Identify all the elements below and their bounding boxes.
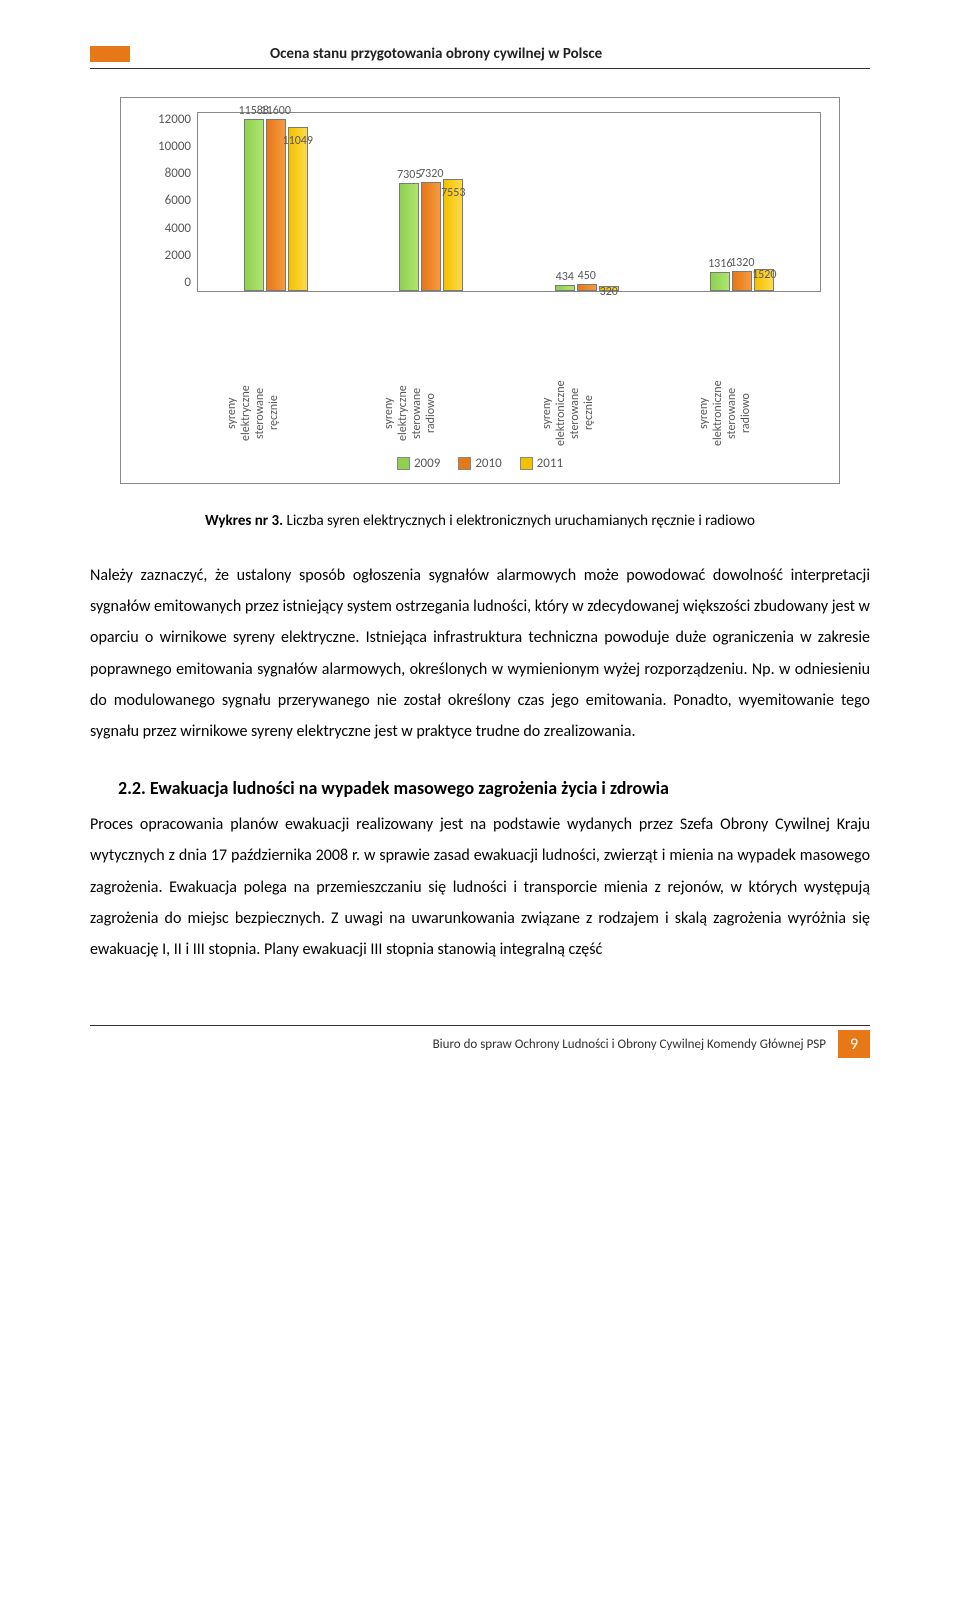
footer-text: Biuro do spraw Ochrony Ludności i Obrony… [433,1037,826,1052]
bar: 1320 [732,271,752,291]
chart-caption-text: Liczba syren elektrycznych i elektronicz… [287,512,755,530]
page-header: Ocena stanu przygotowania obrony cywilne… [90,40,870,69]
bar-value-label: 11049 [283,134,313,148]
header-accent-block [90,46,130,62]
bar-value-label: 320 [600,285,618,299]
bar-value-label: 7320 [419,167,443,181]
bar: 7305 [399,183,419,291]
bar-group: 131613201520 [710,269,774,292]
x-tick-label: syreny elektryczne sterowane radiowo [382,378,472,448]
y-tick-label: 2000 [165,248,191,263]
x-tick-label: syreny elektroniczne sterowane radiowo [697,378,787,448]
bar-value-label: 7553 [441,186,465,200]
legend-swatch [520,457,533,470]
legend-item: 2011 [520,456,563,471]
chart-y-axis: 12000 10000 8000 6000 4000 2000 0 [139,112,197,290]
bar: 434 [555,285,575,291]
bar-value-label: 11600 [261,104,291,118]
page-footer: Biuro do spraw Ochrony Ludności i Obrony… [90,1025,870,1062]
legend-item: 2010 [458,456,501,471]
bar: 7553 [443,179,463,291]
section-heading-2-2: 2.2. Ewakuacja ludności na wypadek masow… [118,777,870,799]
bar: 11049 [288,127,308,291]
legend-swatch [458,457,471,470]
bar-value-label: 1320 [730,256,754,270]
chart-plot: 1158811600110497305732075534344503201316… [197,112,821,292]
bar-value-label: 450 [578,269,596,283]
bar: 1316 [710,272,730,292]
chart-x-labels: syreny elektryczne sterowane ręcznie syre… [191,378,821,448]
paragraph-2: Proces opracowania planów ewakuacji real… [90,809,870,965]
bar: 7320 [421,182,441,291]
x-tick-label: syreny elektryczne sterowane ręcznie [225,378,315,448]
chart-container: 120001000080006000400020000 115881160011… [120,97,840,484]
bar: 450 [577,284,597,291]
paragraph-1: Należy zaznaczyć, że ustalony sposób ogł… [90,560,870,747]
bar-value-label: 7305 [397,168,421,182]
chart-plot-area: 12000 10000 8000 6000 4000 2000 0 115881160011… [139,112,821,372]
bar: 11588 [244,119,264,291]
chart-bar-groups: 1158811600110497305732075534344503201316… [198,113,820,291]
bar-value-label: 434 [556,270,574,284]
legend-item: 2009 [397,456,440,471]
page-number: 9 [838,1030,870,1058]
legend-swatch [397,457,410,470]
bar-value-label: 1520 [752,268,776,282]
page-header-title: Ocena stanu przygotowania obrony cywilne… [270,45,602,63]
bar-value-label: 1316 [708,257,732,271]
chart-caption-label: Wykres nr 3. [205,512,283,530]
bar: 320 [599,286,619,291]
bar-group: 730573207553 [399,179,463,291]
chart-caption: Wykres nr 3. Liczba syren elektrycznych … [90,512,870,530]
y-tick-label: 8000 [165,166,191,181]
y-tick-label: 6000 [165,193,191,208]
y-tick-label: 0 [184,275,191,290]
y-tick-label: 4000 [165,221,191,236]
bar: 1520 [754,269,774,292]
bar-group: 434450320 [555,284,619,291]
chart-legend: 2009 2010 2011 [139,456,821,471]
y-tick-label: 12000 [158,112,191,127]
x-tick-label: syreny elektroniczne sterowane ręcznie [540,378,630,448]
bar-group: 115881160011049 [244,119,308,291]
y-tick-label: 10000 [158,139,191,154]
